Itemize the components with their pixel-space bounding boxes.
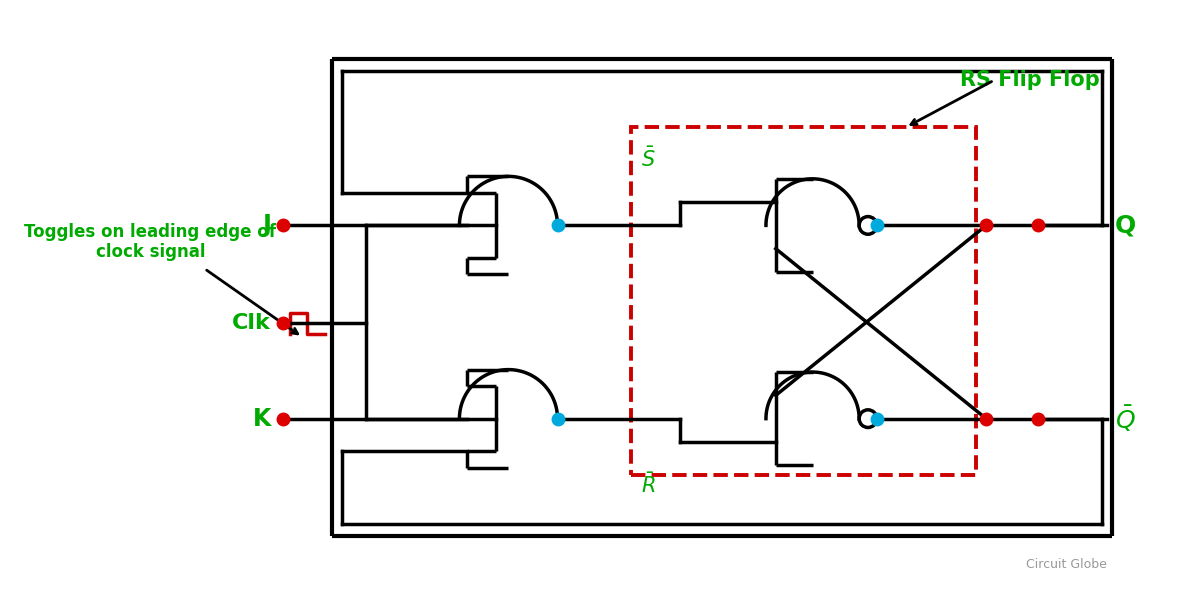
Text: K: K (252, 406, 271, 431)
Text: Clk: Clk (232, 312, 271, 333)
Text: RS Flip Flop: RS Flip Flop (960, 70, 1099, 91)
Text: J: J (262, 213, 271, 237)
Bar (631, 128, 976, 474)
Text: $\bar{R}$: $\bar{R}$ (641, 473, 656, 497)
Text: Toggles on leading edge of
clock signal: Toggles on leading edge of clock signal (24, 223, 276, 262)
Text: Circuit Globe: Circuit Globe (1026, 558, 1107, 571)
Text: $\bar{S}$: $\bar{S}$ (641, 147, 656, 171)
Text: $\bar{Q}$: $\bar{Q}$ (1115, 403, 1135, 434)
Text: Q: Q (1115, 213, 1136, 237)
